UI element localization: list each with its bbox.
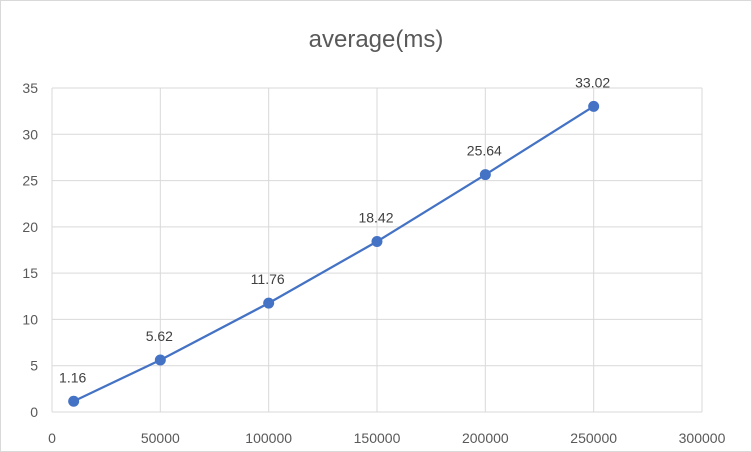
data-label: 1.16 (59, 369, 86, 385)
x-axis-ticks: 0 50000 100000 150000 200000 250000 300000 (48, 430, 725, 446)
chart-title: average(ms) (309, 26, 444, 53)
data-point (588, 100, 600, 112)
data-label: 33.02 (575, 74, 610, 90)
y-tick-label: 35 (22, 80, 38, 96)
x-tick-label: 250000 (570, 430, 617, 446)
x-tick-label: 0 (48, 430, 56, 446)
y-axis-ticks: 0 5 10 15 20 25 30 35 (22, 80, 38, 420)
x-tick-label: 200000 (462, 430, 509, 446)
grid (51, 87, 703, 413)
data-point (479, 169, 491, 181)
x-tick-label: 50000 (141, 430, 180, 446)
y-tick-label: 5 (30, 358, 38, 374)
data-label: 11.76 (251, 271, 285, 287)
series (68, 100, 600, 407)
y-tick-label: 10 (22, 311, 38, 327)
data-label: 25.64 (467, 143, 502, 159)
data-label: 18.42 (358, 209, 393, 225)
data-point (154, 354, 166, 366)
y-tick-label: 0 (30, 404, 38, 420)
series-line (73, 105, 595, 403)
x-tick-label: 150000 (354, 430, 401, 446)
data-point (371, 235, 383, 247)
data-label: 5.62 (146, 328, 173, 344)
data-point (68, 395, 80, 407)
y-tick-label: 15 (22, 265, 38, 281)
y-tick-label: 30 (22, 126, 38, 142)
data-point (263, 297, 275, 309)
x-tick-label: 300000 (679, 430, 726, 446)
y-tick-label: 20 (22, 219, 38, 235)
x-tick-label: 100000 (245, 430, 292, 446)
y-tick-label: 25 (22, 173, 38, 189)
data-labels: 1.16 5.62 11.76 18.42 25.64 33.02 (59, 74, 610, 385)
